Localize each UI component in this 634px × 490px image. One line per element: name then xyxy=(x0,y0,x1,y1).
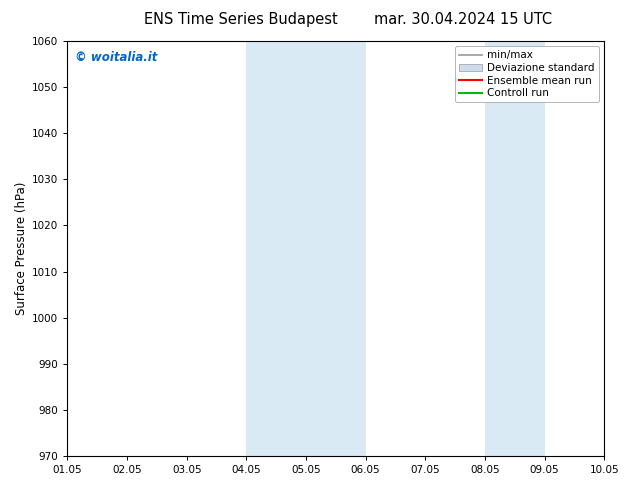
Text: ENS Time Series Budapest: ENS Time Series Budapest xyxy=(144,12,338,27)
Bar xyxy=(247,41,276,456)
Bar xyxy=(485,41,545,456)
Legend: min/max, Deviazione standard, Ensemble mean run, Controll run: min/max, Deviazione standard, Ensemble m… xyxy=(455,46,599,102)
Bar xyxy=(276,41,366,456)
Text: © woitalia.it: © woitalia.it xyxy=(75,51,158,64)
Y-axis label: Surface Pressure (hPa): Surface Pressure (hPa) xyxy=(15,182,28,315)
Text: mar. 30.04.2024 15 UTC: mar. 30.04.2024 15 UTC xyxy=(374,12,552,27)
